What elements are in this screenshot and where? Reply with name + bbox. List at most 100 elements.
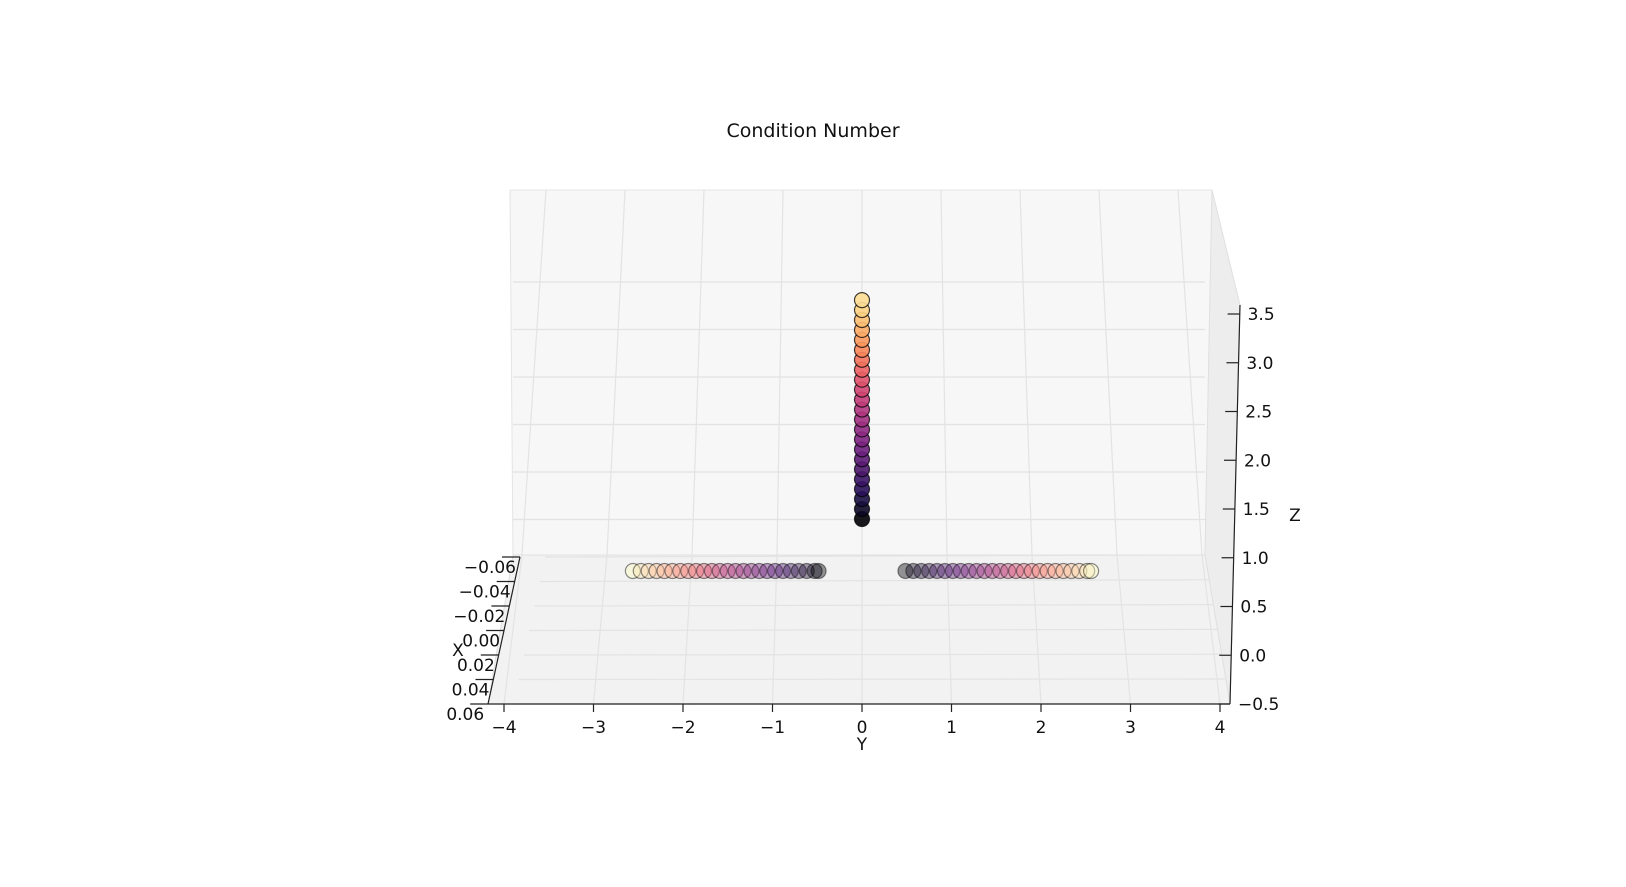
scatter-point (944, 562, 961, 580)
scatter-point (897, 562, 914, 580)
scatter-point (1071, 562, 1088, 580)
back-grid-line (1177, 189, 1203, 556)
scatter-point (810, 562, 827, 580)
z-tick-label: 1.0 (1242, 549, 1269, 569)
scatter-point (1047, 562, 1064, 580)
z-axis-line (1229, 304, 1241, 705)
y-tick-label: 3 (1125, 718, 1136, 738)
scatter-point (1055, 562, 1072, 580)
z-axis-label: Z (1289, 506, 1301, 526)
y-tick-label: −1 (760, 718, 785, 738)
floor-depth-grid-line (534, 603, 1214, 607)
scatter-point (735, 562, 752, 580)
z-axis-ticks: −0.5 0.0 0.5 1.0 1.5 2.0 2.5 3.0 3.5 (1218, 305, 1279, 715)
back-grid-line (691, 189, 705, 556)
z-tick-label: 2.0 (1244, 451, 1271, 471)
scatter-point (640, 562, 657, 580)
scatter-point (680, 562, 697, 580)
scatter-point (960, 562, 977, 580)
scatter-point (913, 562, 930, 580)
back-grid-line (1019, 189, 1033, 556)
scatter-point (648, 562, 665, 580)
scatter-point (751, 562, 768, 580)
z-tick-label: 3.0 (1246, 354, 1273, 374)
scatter-point (1079, 562, 1096, 580)
scatter-point (984, 562, 1001, 580)
scatter-point (976, 562, 993, 580)
floor-depth-grid-line (539, 579, 1210, 583)
floor-depth-grid-line (544, 554, 1206, 558)
scatter-point (992, 562, 1009, 580)
scatter-point (759, 562, 776, 580)
scatter-point (1039, 562, 1056, 580)
scatter-point (798, 562, 815, 580)
scatter-point (936, 562, 954, 580)
scatter-point (624, 562, 642, 580)
back-grid-line (521, 189, 547, 556)
x-axis-label: X (452, 641, 464, 661)
scatter-point (968, 562, 985, 580)
scatter-point (687, 562, 705, 580)
z-tick-label: −0.5 (1238, 695, 1279, 715)
x-tick-label: 0.02 (457, 656, 495, 676)
scatter-point (727, 562, 744, 580)
x-axis-ticks: −0.06 −0.04 −0.02 0.00 0.02 0.04 0.06 (446, 556, 520, 725)
scatter-point (853, 292, 871, 309)
scatter-point (711, 562, 728, 580)
floor-depth-grid-line (529, 628, 1218, 632)
x-tick-label: 0.04 (452, 681, 490, 701)
scatter-point (1023, 562, 1040, 580)
scatter-point (743, 562, 760, 580)
y-tick-label: −2 (670, 718, 695, 738)
z-tick-label: 0.5 (1240, 598, 1267, 618)
y-axis-label: Y (856, 735, 868, 755)
y-tick-label: 0 (857, 718, 868, 738)
scatter-point (905, 562, 922, 580)
scatter-point (782, 562, 800, 580)
scatter-point (656, 562, 673, 580)
scatter-points (624, 292, 1100, 580)
y-tick-label: 1 (946, 718, 957, 738)
z-tick-label: 3.5 (1248, 305, 1275, 325)
y-tick-label: −3 (581, 718, 606, 738)
floor-depth-grid-line (518, 678, 1226, 681)
floor-depth-grid-line (523, 653, 1222, 656)
floor-grid-line (503, 554, 523, 705)
x-tick-label: 0.06 (446, 705, 484, 725)
x-tick-label: −0.06 (464, 558, 516, 578)
y-tick-label: −4 (491, 718, 516, 738)
scatter-point (766, 562, 784, 580)
scatter-point (703, 562, 721, 580)
back-grid-line (1098, 189, 1118, 556)
back-grid-line (606, 189, 626, 556)
back-grid-line (776, 189, 784, 556)
scatter-point (1015, 562, 1033, 580)
scatter-point (672, 562, 689, 580)
z-tick-label: 0.0 (1239, 646, 1266, 666)
x-tick-label: 0.00 (462, 632, 500, 652)
scatter-point (1031, 562, 1048, 580)
z-tick-label: 2.5 (1245, 403, 1272, 423)
y-axis-ticks: −4 −3 −2 −1 0 1 2 3 4 (491, 704, 1225, 738)
scatter-point (1082, 562, 1100, 580)
z-tick-label: 1.5 (1243, 500, 1270, 520)
x-tick-label: −0.02 (453, 607, 505, 627)
y-tick-label: 2 (1036, 718, 1047, 738)
scatter-point (1007, 562, 1025, 580)
scatter-point (921, 562, 938, 580)
scatter-point (719, 562, 736, 580)
scatter-point (1063, 562, 1080, 580)
back-grid-line (940, 189, 948, 556)
scatter-point (806, 562, 823, 580)
scatter-point (632, 562, 649, 580)
scatter-point (664, 562, 681, 580)
scatter-point (952, 562, 969, 580)
scatter-point (774, 562, 792, 580)
x-tick-label: −0.04 (459, 583, 511, 603)
scatter-point (790, 562, 807, 580)
chart-title: Condition Number (726, 120, 900, 142)
scatter-point (695, 562, 713, 580)
scatter-point (1000, 562, 1017, 580)
scatter-point (928, 562, 946, 580)
